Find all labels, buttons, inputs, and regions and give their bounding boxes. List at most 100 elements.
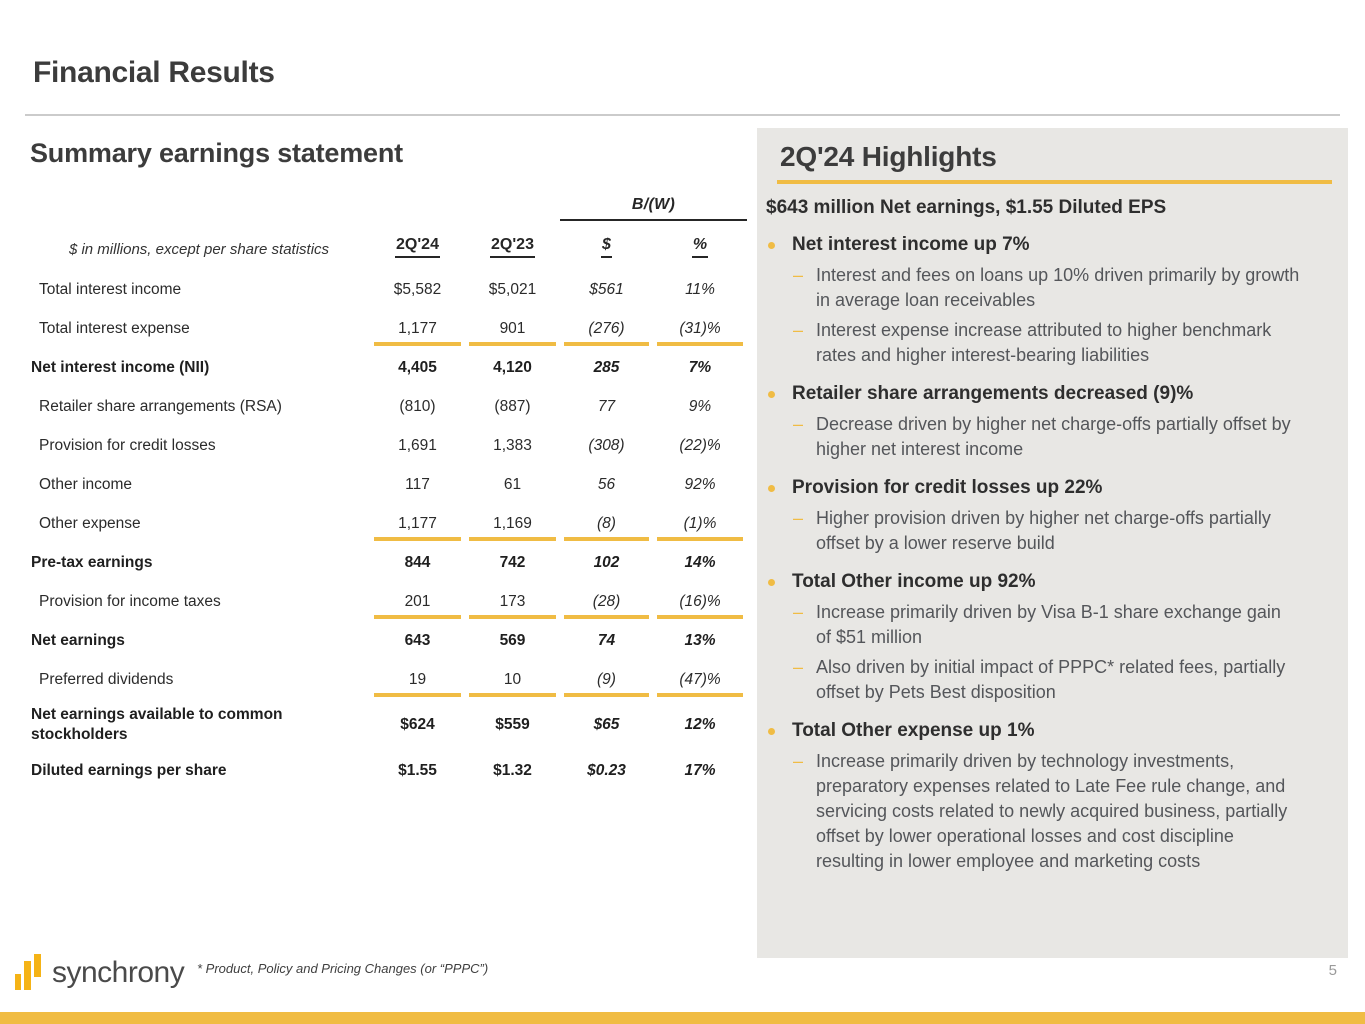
col-header-dollar-change: $: [560, 220, 653, 270]
spacer-cell: [465, 190, 560, 220]
table-row: Preferred dividends 19 10 (9) (47)%: [28, 660, 747, 699]
table-group-header-row: B/(W): [28, 190, 748, 221]
row-value: 9%: [688, 397, 712, 415]
bullet-heading: Provision for credit losses up 22%: [792, 477, 1103, 498]
row-value: $1.55: [398, 761, 437, 779]
bullet-heading-row: Total Other income up 92%: [757, 569, 1336, 595]
highlight-bullet: Total Other expense up 1% – Increase prima…: [757, 718, 1336, 874]
table-header-row: $ in millions, except per share statisti…: [28, 220, 747, 270]
row-value: 12%: [684, 716, 716, 733]
table-row: Provision for credit losses 1,691 1,383 (30…: [28, 426, 747, 465]
row-value: 10: [465, 660, 560, 699]
highlight-bullet: Total Other income up 92% – Increase prima…: [757, 569, 1336, 705]
row-label: Diluted earnings per share: [31, 761, 227, 779]
row-label: Provision for credit losses: [39, 436, 216, 454]
row-label: Preferred dividends: [39, 670, 174, 688]
table-row: Provision for income taxes 201 173 (28) (16)…: [28, 582, 747, 621]
row-value: (276): [560, 309, 653, 348]
row-value: 56: [597, 475, 616, 493]
better-worse-label: B/(W): [631, 196, 676, 213]
row-value: 643: [404, 631, 431, 649]
bullet-heading-row: Net interest income up 7%: [757, 232, 1336, 258]
row-value: 17%: [684, 761, 716, 779]
row-label: Provision for income taxes: [39, 592, 221, 610]
row-label: Other expense: [39, 514, 141, 532]
row-value: 102: [593, 553, 620, 571]
highlights-bullet-list: Net interest income up 7% – Interest and f…: [757, 232, 1348, 874]
spacer-cell: [28, 190, 370, 220]
row-value: 4,405: [398, 358, 437, 376]
row-label: Net interest income (NII): [31, 358, 210, 376]
bullet-heading-row: Retailer share arrangements decreased (9…: [757, 381, 1336, 407]
row-label: Other income: [39, 475, 133, 493]
logo-bar-icon: [15, 974, 21, 990]
row-value: $5,582: [393, 280, 442, 298]
row-label: Total interest income: [39, 280, 182, 298]
row-value: 569: [499, 631, 526, 649]
table-row: Diluted earnings per share $1.55 $1.32 $0.2…: [28, 751, 747, 790]
logo-bar-icon: [34, 954, 41, 977]
sub-bullet: – Interest and fees on loans up 10% drive…: [793, 263, 1324, 313]
earnings-table: B/(W) $ in millions, except per share st…: [28, 190, 748, 790]
row-value: 742: [499, 553, 526, 571]
row-value: (47)%: [653, 660, 747, 699]
row-value: 19: [370, 660, 465, 699]
bullet-heading: Total Other income up 92%: [792, 571, 1036, 592]
title-divider: [25, 114, 1340, 116]
table-row: Other expense 1,177 1,169 (8) (1)%: [28, 504, 747, 543]
row-value: 201: [370, 582, 465, 621]
row-value: $561: [589, 280, 624, 298]
table-row: Pre-tax earnings 844 742 102 14%: [28, 543, 747, 582]
row-value: (28): [560, 582, 653, 621]
footnote: * Product, Policy and Pricing Changes (o…: [197, 961, 489, 976]
dash-bullet-icon: –: [793, 602, 804, 622]
row-value: (308): [588, 436, 625, 454]
better-worse-group-header: B/(W): [560, 190, 748, 221]
dash-bullet-icon: –: [793, 508, 804, 528]
page-title: Financial Results: [33, 56, 275, 89]
col-header-percent-change: %: [653, 220, 747, 270]
row-label: Net earnings available to common stockho…: [31, 706, 283, 743]
table-row: Net interest income (NII) 4,405 4,120 285 7%: [28, 348, 747, 387]
table-row: Total interest income $5,582 $5,021 $561 11%: [28, 270, 747, 309]
row-value: 1,169: [465, 504, 560, 543]
row-value: 13%: [684, 631, 716, 649]
sub-bullet: – Higher provision driven by higher net c…: [793, 506, 1324, 556]
bullet-dot-icon: [768, 718, 792, 735]
table-row: Other income 117 61 56 92%: [28, 465, 747, 504]
highlights-title: 2Q'24 Highlights: [780, 141, 997, 172]
col-header-2q23: 2Q'23: [465, 220, 560, 270]
table-row: Net earnings available to common stockho…: [28, 699, 747, 751]
row-value: 901: [465, 309, 560, 348]
row-value: (31)%: [653, 309, 747, 348]
row-value: 173: [465, 582, 560, 621]
dash-bullet-icon: –: [793, 265, 804, 285]
row-value: $1.32: [493, 761, 532, 779]
row-value: 74: [597, 631, 616, 649]
row-value: 1,177: [370, 504, 465, 543]
spacer-cell: [370, 190, 465, 220]
highlights-panel: 2Q'24 Highlights $643 million Net earnin…: [757, 128, 1348, 958]
bullet-dot-icon: [768, 569, 792, 586]
logo-bar-icon: [24, 961, 31, 990]
dash-bullet-icon: –: [793, 320, 804, 340]
row-value: 285: [593, 358, 620, 376]
row-value: 7%: [688, 358, 712, 376]
sub-bullet: – Increase primarily driven by Visa B-1 s…: [793, 600, 1324, 650]
sub-bullet-text: Also driven by initial impact of PPPC* r…: [816, 657, 1286, 702]
sub-bullet: – Increase primarily driven by technology…: [793, 749, 1324, 874]
row-value: 1,177: [370, 309, 465, 348]
row-value: (22)%: [679, 436, 721, 454]
row-value: $559: [495, 716, 530, 733]
table-row: Retailer share arrangements (RSA) (810) (8…: [28, 387, 747, 426]
row-value: 61: [503, 475, 522, 493]
row-value: (9): [560, 660, 653, 699]
sub-bullet-text: Increase primarily driven by technology …: [816, 751, 1288, 871]
highlights-gold-rule: [777, 180, 1332, 184]
row-label: Pre-tax earnings: [31, 553, 153, 571]
sub-bullet-text: Decrease driven by higher net charge-off…: [816, 414, 1291, 459]
table-row: Net earnings 643 569 74 13%: [28, 621, 747, 660]
sub-bullet: – Interest expense increase attributed to…: [793, 318, 1324, 368]
highlights-subtitle: $643 million Net earnings, $1.55 Diluted…: [766, 197, 1167, 218]
